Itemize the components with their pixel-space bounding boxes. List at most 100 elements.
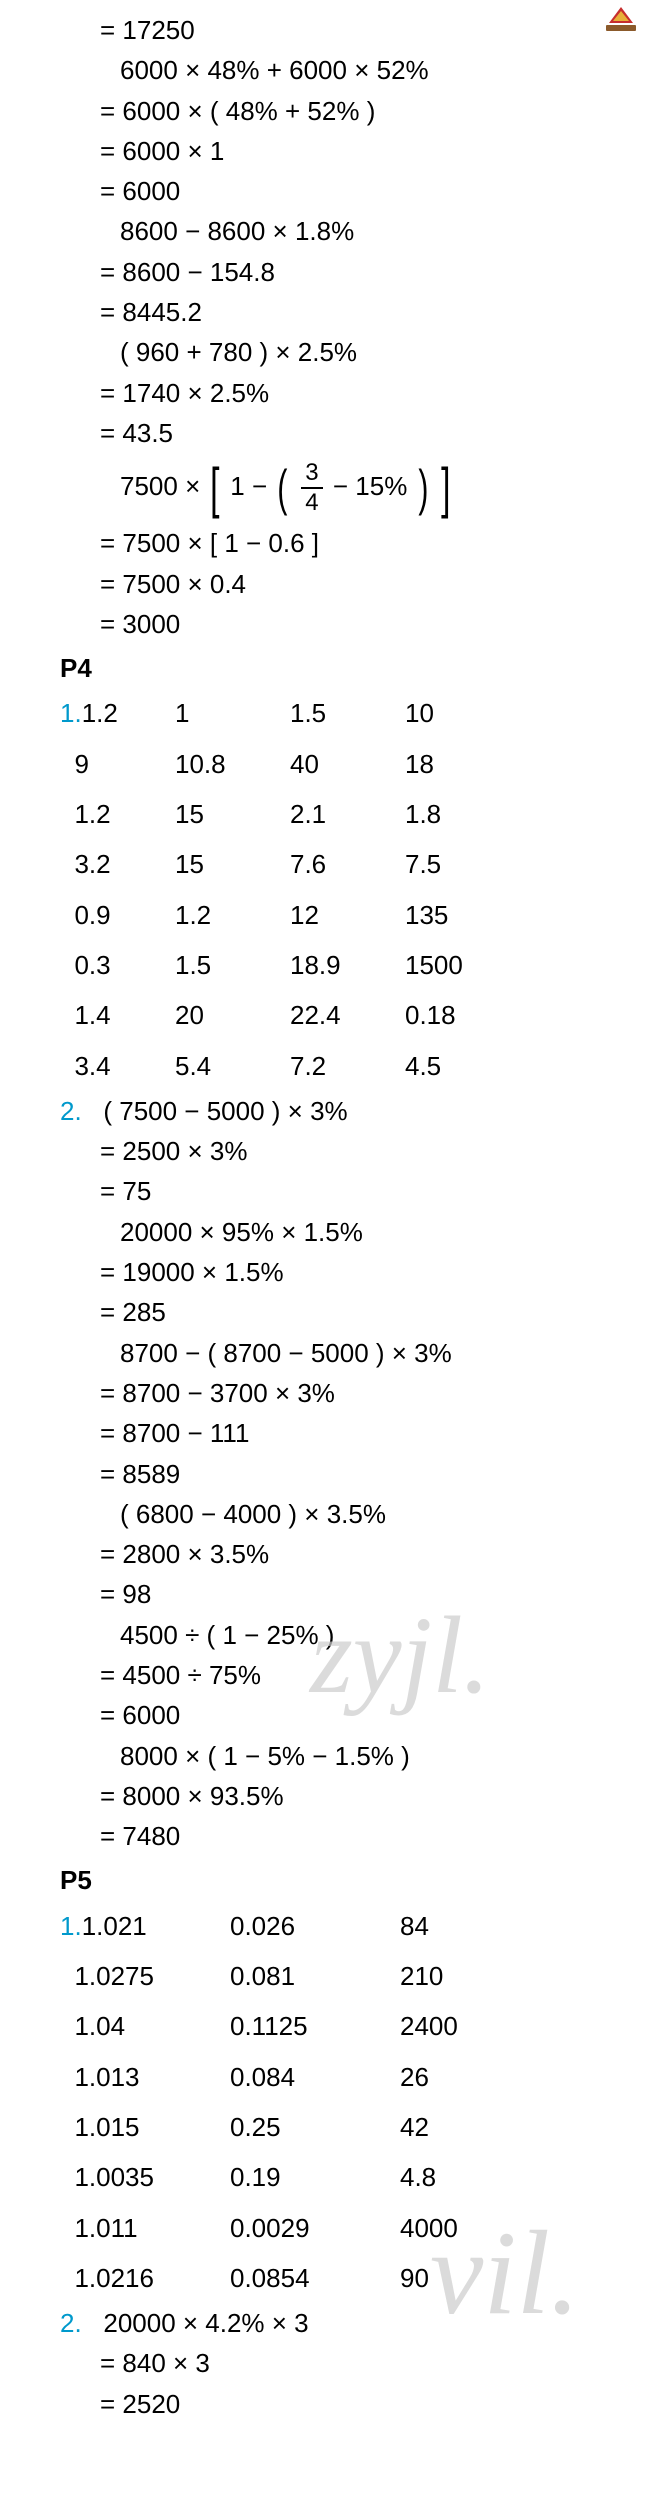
calc-line: = 43.5 <box>20 413 641 453</box>
table-cell: 1.1.2 <box>60 688 175 738</box>
table-cell: 1.0035 <box>60 2152 230 2202</box>
table-row: 3.45.47.24.5 <box>60 1041 520 1091</box>
table-cell: 0.081 <box>230 1951 400 2001</box>
table-cell: 1.2 <box>175 890 290 940</box>
table-row: 1.2152.11.8 <box>60 789 520 839</box>
calc-line: = 8600 − 154.8 <box>20 252 641 292</box>
table-cell: 4000 <box>400 2203 570 2253</box>
table-cell: 15 <box>175 789 290 839</box>
table-cell: 1.2 <box>60 789 175 839</box>
calc-frac-line: 7500 × [ 1 − ( 3 4 − 15% ) ] <box>120 461 641 515</box>
calc-line: 4500 ÷ ( 1 − 25% ) <box>20 1615 641 1655</box>
right-bracket-icon: ] <box>442 466 451 511</box>
table-cell: 1.0275 <box>60 1951 230 2001</box>
calc-line: 20000 × 95% × 1.5% <box>20 1212 641 1252</box>
table-row: 1.42022.40.18 <box>60 990 520 1040</box>
table-cell: 7.2 <box>290 1041 405 1091</box>
table-cell: 0.0029 <box>230 2203 400 2253</box>
logo-icon <box>601 5 641 35</box>
table-cell: 0.18 <box>405 990 520 1040</box>
table-row: 910.84018 <box>60 739 520 789</box>
calc-line: ( 960 + 780 ) × 2.5% <box>20 332 641 372</box>
calc-text: ( 7500 − 5000 ) × 3% <box>103 1096 347 1126</box>
table-cell: 18 <box>405 739 520 789</box>
table-cell: 18.9 <box>290 940 405 990</box>
calc-line: = 75 <box>20 1171 641 1211</box>
table-row: 1.1.021 0.026 84 <box>60 1901 570 1951</box>
page-container: = 17250 6000 × 48% + 6000 × 52% = 6000 ×… <box>0 0 661 2444</box>
calc-line: = 1740 × 2.5% <box>20 373 641 413</box>
calc-line: = 6000 × ( 48% + 52% ) <box>20 91 641 131</box>
calc-line: = 7480 <box>20 1816 641 1856</box>
table-cell: 210 <box>400 1951 570 2001</box>
q2-line: 2. ( 7500 − 5000 ) × 3% <box>20 1091 641 1131</box>
calc-line: = 4500 ÷ 75% <box>20 1655 641 1695</box>
calc-line: = 7500 × [ 1 − 0.6 ] <box>20 523 641 563</box>
table-cell: 40 <box>290 739 405 789</box>
table-cell: 4.5 <box>405 1041 520 1091</box>
calc-line: = 8589 <box>20 1454 641 1494</box>
calc-line: 8700 − ( 8700 − 5000 ) × 3% <box>20 1333 641 1373</box>
calc-line: ( 6800 − 4000 ) × 3.5% <box>20 1494 641 1534</box>
calc-line: 6000 × 48% + 6000 × 52% <box>20 50 641 90</box>
question-number: 1. <box>60 698 82 728</box>
right-paren-icon: ) <box>418 468 428 508</box>
calc-line: = 6000 × 1 <box>20 131 641 171</box>
cell-val: 1.2 <box>82 698 118 728</box>
fraction: 3 4 <box>301 461 322 515</box>
calc-line: = 8000 × 93.5% <box>20 1776 641 1816</box>
table-cell: 1.8 <box>405 789 520 839</box>
table-row: 0.31.518.91500 <box>60 940 520 990</box>
table-cell: 0.0854 <box>230 2253 400 2303</box>
table-row: 1.040.11252400 <box>60 2001 570 2051</box>
table-row: 0.91.212135 <box>60 890 520 940</box>
p4-table: 1.1.2 1 1.5 10 910.84018 1.2152.11.8 3.2… <box>60 688 520 1090</box>
calc-line: 8600 − 8600 × 1.8% <box>20 211 641 251</box>
table-cell: 0.084 <box>230 2052 400 2102</box>
table-cell: 0.026 <box>230 1901 400 1951</box>
table-cell: 3.2 <box>60 839 175 889</box>
calc-line: = 840 × 3 <box>20 2343 641 2383</box>
table-row: 1.02160.085490 <box>60 2253 570 2303</box>
table-cell: 0.1125 <box>230 2001 400 2051</box>
table-row: 1.0150.2542 <box>60 2102 570 2152</box>
frac-denominator: 4 <box>301 489 322 515</box>
section-p4: P4 <box>20 648 641 688</box>
calc-line: = 98 <box>20 1574 641 1614</box>
table-row: 1.02750.081210 <box>60 1951 570 2001</box>
table-cell: 1.011 <box>60 2203 230 2253</box>
table-cell: 135 <box>405 890 520 940</box>
table-cell: 7.6 <box>290 839 405 889</box>
table-cell: 15 <box>175 839 290 889</box>
table-cell: 2400 <box>400 2001 570 2051</box>
table-row: 1.00350.194.8 <box>60 2152 570 2202</box>
table-row: 1.0110.00294000 <box>60 2203 570 2253</box>
calc-line: = 19000 × 1.5% <box>20 1252 641 1292</box>
table-cell: 1.013 <box>60 2052 230 2102</box>
table-cell: 20 <box>175 990 290 1040</box>
frac-numerator: 3 <box>301 461 322 489</box>
calc-line: = 6000 <box>20 1695 641 1735</box>
frac-tail: − 15% <box>333 471 407 501</box>
table-cell: 7.5 <box>405 839 520 889</box>
table-row: 3.2157.67.5 <box>60 839 520 889</box>
section-p5: P5 <box>20 1860 641 1900</box>
calc-line: = 7500 × 0.4 <box>20 564 641 604</box>
table-cell: 0.19 <box>230 2152 400 2202</box>
table-cell: 4.8 <box>400 2152 570 2202</box>
p5-table: 1.1.021 0.026 84 1.02750.081210 1.040.11… <box>60 1901 570 2303</box>
table-cell: 0.3 <box>60 940 175 990</box>
calc-line: = 2800 × 3.5% <box>20 1534 641 1574</box>
table-cell: 84 <box>400 1901 570 1951</box>
table-cell: 10.8 <box>175 739 290 789</box>
table-row: 1.0130.08426 <box>60 2052 570 2102</box>
table-cell: 1.5 <box>290 688 405 738</box>
table-cell: 0.9 <box>60 890 175 940</box>
table-cell: 1 <box>175 688 290 738</box>
table-cell: 1.015 <box>60 2102 230 2152</box>
table-cell: 1.5 <box>175 940 290 990</box>
table-cell: 1.4 <box>60 990 175 1040</box>
calc-line: = 2520 <box>20 2384 641 2424</box>
table-cell: 9 <box>60 739 175 789</box>
table-cell: 1.04 <box>60 2001 230 2051</box>
